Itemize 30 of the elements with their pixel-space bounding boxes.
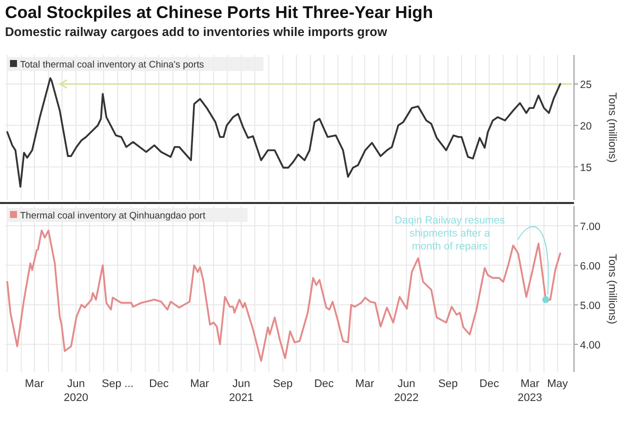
y-axis-title: Tons (millions) (606, 92, 618, 163)
x-tick-label: Mar (24, 378, 44, 390)
x-tick-label: May (547, 378, 568, 390)
x-tick-label: Mar (355, 378, 375, 390)
x-tick-label: Jun 2021 (228, 378, 254, 404)
x-tick-label: Sep (438, 378, 458, 390)
x-tick-label: Jun 2020 (64, 378, 88, 404)
y-tick-label: 20 (580, 120, 592, 132)
line-series (6, 230, 562, 362)
x-tick-label: Mar (190, 378, 210, 390)
annotation: Daqin Railway resumes shipments after a month of repairs (394, 214, 505, 253)
x-tick-label: Sep (273, 378, 293, 390)
y-tick-label: 5.00 (580, 300, 601, 312)
legend-label: Thermal coal inventory at Qinhuangdao port (20, 210, 206, 222)
x-tick-label: Mar 2023 (518, 378, 542, 404)
y-tick-label: 6.00 (580, 260, 601, 272)
legend-label: Total thermal coal inventory at China's ports (20, 60, 204, 70)
x-tick-label: Dec (149, 378, 170, 390)
x-tick-label: Dec (479, 378, 500, 390)
y-tick-label: 15 (580, 162, 592, 174)
x-tick-label: Dec (314, 378, 334, 390)
y-tick-label: 7.00 (580, 220, 601, 233)
y-axis-title: Tons (millions) (606, 254, 618, 324)
x-tick-label: Sep ... (102, 378, 134, 390)
line-series (6, 77, 562, 188)
chart-subtitle: Domestic railway cargoes add to inventories while imports grow (5, 25, 388, 39)
x-tick-label: Jun 2022 (394, 378, 419, 404)
y-tick-label: 25 (580, 79, 592, 91)
y-tick-label: 4.00 (580, 339, 601, 352)
chart-title: Coal Stockpiles at Chinese Ports Hit Three-Year High (5, 3, 433, 22)
